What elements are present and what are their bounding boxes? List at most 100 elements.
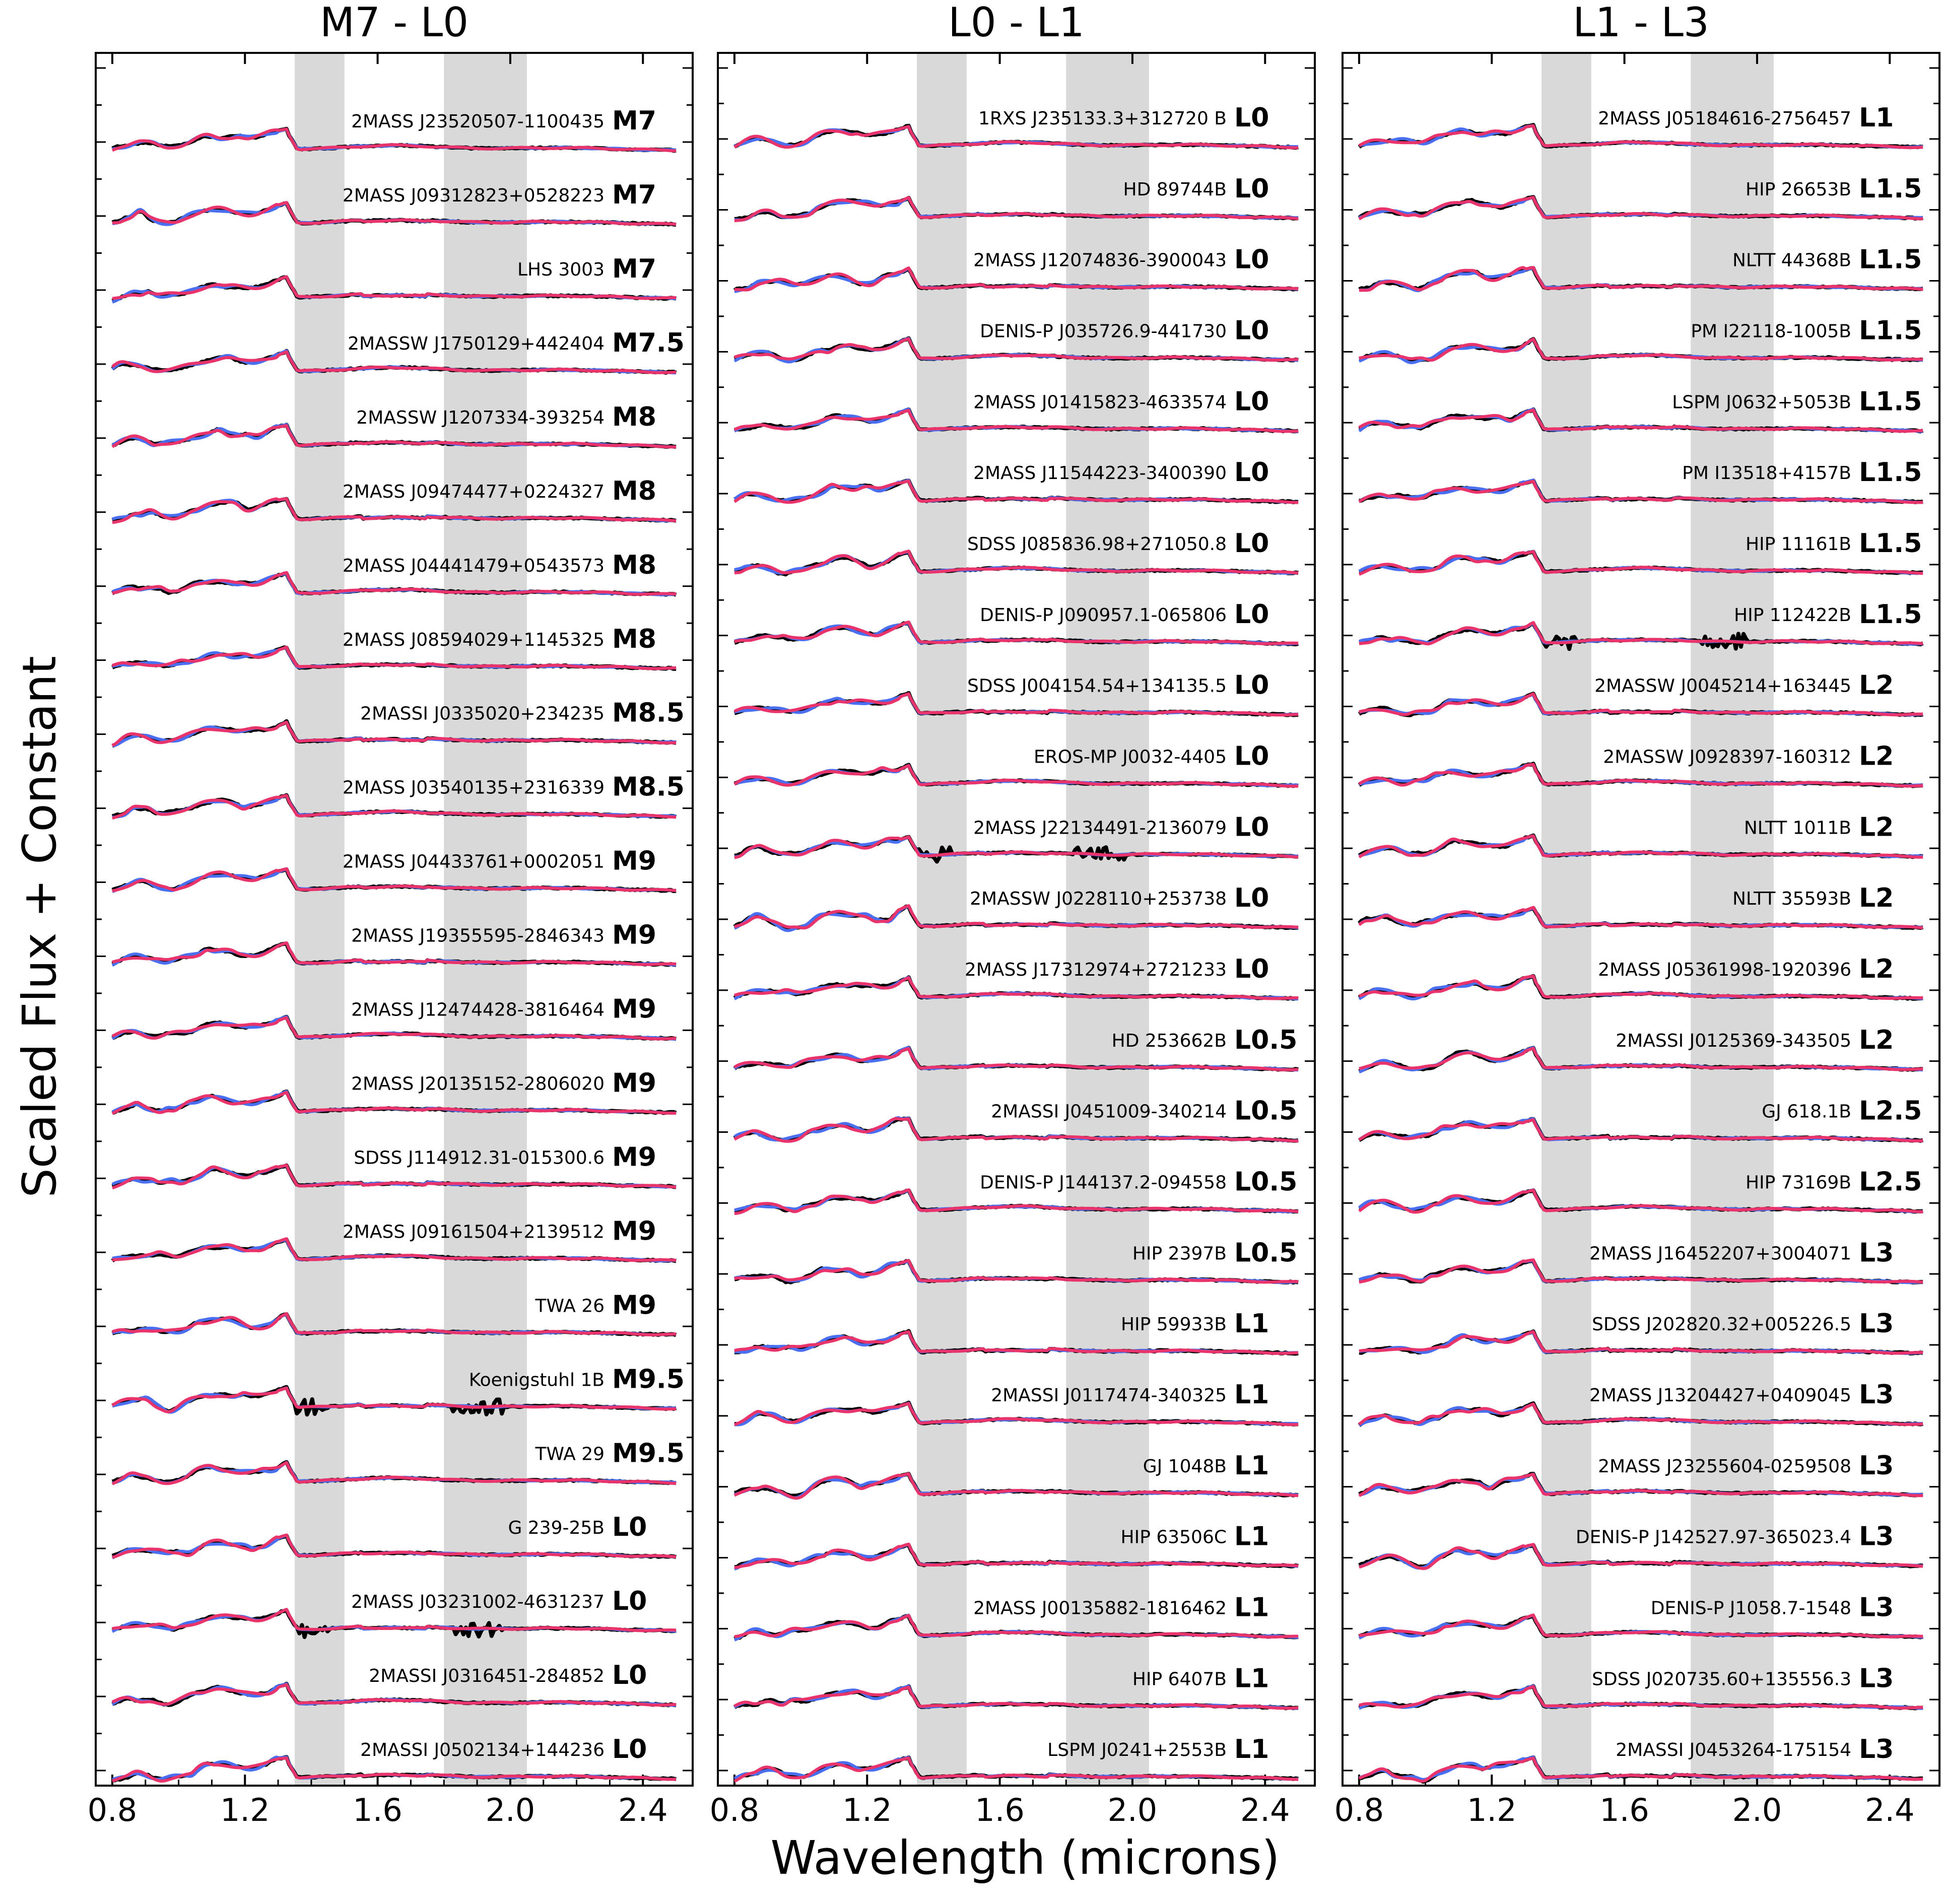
model-spectrum-red	[1359, 1613, 1923, 1639]
spectrum-row: 2MASS J04441479+0543573 M8	[111, 550, 677, 597]
model-spectrum-red	[1359, 1258, 1923, 1284]
object-name-label: 2MASSI J0502134+144236	[360, 1740, 605, 1760]
object-name-label: DENIS-P J1058.7-1548	[1651, 1598, 1851, 1618]
spectrum-row: 2MASS J11544223-3400390 L0	[733, 457, 1299, 505]
object-name-label: 2MASS J08594029+1145325	[343, 630, 605, 650]
spectral-type-label: L3	[1859, 1451, 1894, 1481]
spectral-type-label: L0	[1234, 883, 1269, 913]
model-spectrum-red	[734, 904, 1299, 930]
spectral-type-label: M8	[612, 476, 656, 506]
model-spectrum-red	[1358, 124, 1923, 150]
object-name-label: 2MASSI J0453264-175154	[1616, 1740, 1851, 1760]
model-spectrum-red	[111, 127, 677, 153]
spectrum-row: 2MASS J03231002-4631237 L0	[111, 1586, 677, 1639]
spectral-type-label: L0	[1234, 457, 1269, 488]
spectrum-row: HD 253662B L0.5	[733, 1025, 1299, 1072]
spectral-type-label: L0	[1234, 245, 1269, 275]
object-name-label: NLTT 35593B	[1732, 889, 1851, 909]
spectrum-row: 2MASS J05361998-1920396 L2	[1358, 954, 1923, 1001]
spectrum-row: 2MASS J09312823+0528223 M7	[111, 180, 677, 227]
model-spectrum-red	[111, 1386, 677, 1413]
spectrum-row: 2MASS J12474428-3816464 M9	[111, 994, 677, 1041]
spectrum-row: 2MASS J17312974+2721233 L0	[733, 954, 1299, 1001]
spectrum-row: 2MASSI J0335020+234235 M8.5	[111, 698, 685, 748]
spectral-type-label: L0	[1234, 741, 1269, 771]
model-spectrum-red	[1358, 1118, 1923, 1142]
spectral-type-label: L0	[1234, 670, 1269, 701]
spectrum-row: 2MASS J05184616-2756457 L1	[1358, 103, 1923, 150]
model-spectrum-red	[1358, 974, 1923, 1000]
x-tick-label: 2.4	[618, 1792, 668, 1828]
spectral-type-label: M7	[612, 106, 656, 136]
spectral-type-label: L0	[1234, 954, 1269, 984]
object-name-label: 2MASS J11544223-3400390	[973, 463, 1227, 484]
spectrum-row: G 239-25B L0	[111, 1512, 677, 1559]
spectral-type-label: L3	[1859, 1309, 1894, 1339]
object-name-label: 2MASS J09474477+0224327	[343, 482, 605, 502]
telluric-band-1	[1542, 53, 1591, 1786]
object-name-label: 2MASS J22134491-2136079	[973, 818, 1227, 838]
model-spectrum-red	[111, 1461, 677, 1485]
object-name-label: DENIS-P J144137.2-094558	[980, 1172, 1227, 1193]
panels-layer: M7 - L0 0.8 1.2 1.6 2.0 2.4 2MASS J23520507-11…	[88, 0, 1940, 1828]
model-spectrum-red	[734, 1330, 1299, 1355]
spectral-type-label: L2	[1859, 812, 1894, 842]
spectrum-row: SDSS J085836.98+271050.8 L0	[734, 528, 1299, 577]
model-spectrum-red	[733, 125, 1299, 150]
spectral-type-label: L1.5	[1859, 386, 1922, 417]
spectral-type-label: L1.5	[1859, 315, 1922, 346]
object-name-label: 2MASS J12474428-3816464	[351, 1000, 605, 1021]
x-tick-label: 1.6	[975, 1792, 1025, 1828]
object-name-label: HIP 2397B	[1132, 1243, 1227, 1264]
spectrum-row: SDSS J114912.31-015300.6 M9	[111, 1142, 677, 1190]
model-spectrum-red	[733, 976, 1299, 1000]
spectrum-row: 2MASS J09161504+2139512 M9	[111, 1216, 677, 1263]
spectrum-row: 2MASSW J1207334-393254 M8	[111, 402, 677, 449]
spectral-type-label: L1.5	[1859, 174, 1922, 204]
object-name-label: 2MASSW J0928397-160312	[1603, 746, 1851, 767]
spectral-type-label: M7.5	[612, 328, 685, 358]
object-name-label: SDSS J202820.32+005226.5	[1592, 1314, 1851, 1335]
object-name-label: 2MASS J03231002-4631237	[351, 1592, 605, 1612]
model-spectrum-red	[1359, 1047, 1923, 1071]
spectrum-row: 1RXS J235133.3+312720 B L0	[733, 103, 1299, 150]
model-spectrum-red	[1358, 763, 1923, 788]
object-name-label: 2MASS J04433761+0002051	[343, 852, 605, 872]
panel-1: M7 - L0 0.8 1.2 1.6 2.0 2.4 2MASS J23520507-11…	[88, 0, 694, 1828]
panel-frame	[717, 52, 1316, 1787]
spectral-type-label: L1	[1234, 1522, 1269, 1552]
model-spectrum-red	[1358, 1188, 1923, 1214]
spectral-type-label: L0	[1234, 599, 1269, 630]
object-name-label: DENIS-P J035726.9-441730	[980, 321, 1227, 342]
model-spectrum-red	[734, 835, 1299, 859]
object-name-label: 2MASS J12074836-3900043	[973, 250, 1227, 271]
telluric-band-2	[444, 53, 527, 1786]
model-spectrum-red	[112, 1533, 677, 1559]
object-name-label: 2MASSW J0045214+163445	[1594, 676, 1851, 697]
observed-spectrum	[111, 1385, 677, 1417]
model-spectrum-red	[733, 1047, 1299, 1071]
spectral-type-label: L0.5	[1234, 1025, 1297, 1055]
object-name-label: 2MASS J01415823-4633574	[973, 392, 1227, 413]
object-name-label: 2MASSW J1750129+442404	[348, 333, 605, 354]
object-name-label: 2MASS J17312974+2721233	[965, 960, 1227, 980]
object-name-label: GJ 1048B	[1143, 1456, 1227, 1477]
model-spectrum-red	[112, 941, 677, 966]
spectrum-row: HIP 59933B L1	[734, 1309, 1299, 1356]
telluric-band-1	[917, 53, 967, 1786]
x-tick-label: 2.4	[1240, 1792, 1290, 1828]
spectrum-row: NLTT 44368B L1.5	[1358, 245, 1923, 293]
object-name-label: 2MASSI J0335020+234235	[360, 704, 605, 724]
model-spectrum-red	[733, 409, 1299, 433]
model-spectrum-red	[734, 1542, 1299, 1569]
model-spectrum-red	[733, 1117, 1299, 1143]
spectral-type-label: M7	[612, 180, 656, 210]
spectrum-row: PM I13518+4157B L1.5	[1358, 457, 1923, 504]
spectral-type-label: L1	[1234, 1663, 1269, 1693]
object-name-label: TWA 26	[535, 1296, 605, 1316]
object-name-label: 2MASS J05361998-1920396	[1598, 960, 1851, 980]
spectrum-row: NLTT 35593B L2	[1358, 883, 1924, 930]
spectral-type-label: L1	[1859, 103, 1894, 133]
spectrum-row: 2MASS J12074836-3900043 L0	[733, 245, 1299, 293]
spectral-type-label: M9	[612, 1068, 656, 1098]
